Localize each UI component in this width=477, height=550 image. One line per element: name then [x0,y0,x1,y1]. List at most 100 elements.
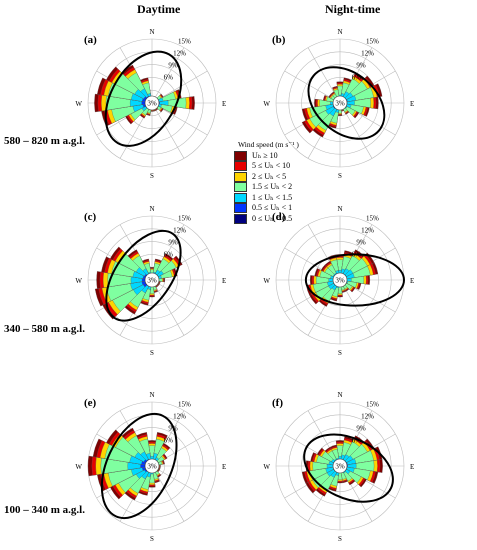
legend-label: 1.5 ≤ Uₕ < 2 [252,182,293,192]
calm-circle [332,95,348,111]
rose-sector [339,276,365,284]
legend-swatch [234,203,247,214]
column-title-daytime: Daytime [137,2,181,16]
radial-tick-label: 6% [164,436,174,444]
legend-item: 0 ≤ Uₕ < 0.5 [234,213,299,225]
direction-label: W [75,463,82,471]
legend-item: 1 ≤ Uₕ < 1.5 [234,192,299,204]
wind-rose-panel-3: 3% 6% 9% 12% 15% N E S W (d) [263,205,414,357]
legend-swatch [234,161,247,172]
radial-tick-label: 9% [356,424,366,432]
radial-tick-label: 6% [164,250,174,258]
direction-label: S [150,349,154,357]
direction-label: N [337,205,342,213]
grid-spoke [151,279,208,313]
radial-tick-label: 15% [366,401,379,409]
legend-swatch [234,150,247,161]
wind-speed-legend: Wind speed (m s⁻¹ ) Uₕ ≥ 10 5 ≤ Uₕ < 10 … [234,141,299,224]
wind-rose-panel-4: 3% 6% 9% 12% 15% N E S W (e) [75,391,226,543]
direction-label: E [222,463,226,471]
direction-label: E [222,100,226,108]
legend-label: 0 ≤ Uₕ < 0.5 [252,213,293,223]
legend-item: 2 ≤ Uₕ < 5 [234,171,299,183]
legend-label: Uₕ ≥ 10 [252,150,278,160]
radial-tick-label: 15% [178,38,191,46]
calm-circle [144,458,160,474]
calm-label: 3% [335,277,345,285]
radial-tick-label: 9% [356,61,366,69]
direction-label: N [149,28,154,36]
calm-label: 3% [335,100,345,108]
calm-circle [144,95,160,111]
direction-label: W [263,100,270,108]
radial-tick-label: 9% [168,61,178,69]
legend-swatch [234,171,247,182]
direction-label: N [337,391,342,399]
panel-label: (d) [272,211,286,223]
radial-tick-label: 12% [173,50,186,58]
direction-label: W [75,277,82,285]
radial-tick-label: 15% [366,215,379,223]
fitted-ellipse [303,433,394,503]
legend-swatch [234,213,247,224]
grid-spoke [151,279,185,336]
legend-title: Wind speed (m s⁻¹ ) [238,140,299,149]
panel-label: (f) [272,397,283,409]
direction-label: N [337,28,342,36]
calm-circle [332,458,348,474]
radial-tick-label: 6% [352,73,362,81]
legend-swatch [234,182,247,193]
calm-label: 3% [147,100,157,108]
radial-tick-label: 6% [352,436,362,444]
direction-label: S [150,535,154,543]
direction-label: S [150,172,154,180]
legend-label: 0.5 ≤ Uₕ < 1 [252,203,293,213]
radial-tick-label: 12% [361,50,374,58]
radial-tick-label: 12% [361,227,374,235]
direction-label: S [338,535,342,543]
radial-tick-label: 12% [173,413,186,421]
direction-label: E [410,463,414,471]
radial-tick-label: 6% [352,250,362,258]
fitted-ellipse [100,412,178,520]
direction-label: S [338,349,342,357]
legend-label: 2 ≤ Uₕ < 5 [252,171,287,181]
fitted-ellipse [104,50,183,147]
panel-label: (a) [84,34,97,46]
legend-swatch [234,192,247,203]
radial-tick-label: 9% [356,238,366,246]
radial-tick-label: 15% [366,38,379,46]
radial-tick-label: 6% [164,73,174,81]
fitted-ellipse [105,229,182,322]
legend-item: 5 ≤ Uₕ < 10 [234,161,299,172]
radial-tick-label: 9% [168,238,178,246]
radial-tick-label: 15% [178,401,191,409]
wind-rose-panel-2: 3% 6% 9% 12% 15% N E S W (c) [75,205,226,357]
calm-circle [332,272,348,288]
calm-label: 3% [147,277,157,285]
row-label-bottom: 100 – 340 m a.g.l. [4,504,85,516]
rose-sector [319,99,341,107]
direction-label: S [338,172,342,180]
legend-item: Uₕ ≥ 10 [234,150,299,162]
panel-label: (e) [84,397,97,409]
calm-label: 3% [335,463,345,471]
direction-label: N [149,205,154,213]
grid-spoke [151,47,185,104]
direction-label: N [149,391,154,399]
fitted-ellipse [307,66,386,140]
calm-circle [144,272,160,288]
row-label-middle: 340 – 580 m a.g.l. [4,323,85,335]
direction-label: W [75,100,82,108]
fitted-ellipse [304,253,405,307]
wind-rose-panel-1: 3% 6% 9% 12% 15% N E S W (b) [263,28,414,180]
legend-label: 1 ≤ Uₕ < 1.5 [252,192,293,202]
legend-item: 0.5 ≤ Uₕ < 1 [234,203,299,214]
wind-rose-panel-0: 3% 6% 9% 12% 15% N E S W (a) [75,28,226,180]
legend-item: 1.5 ≤ Uₕ < 2 [234,182,299,193]
panel-label: (c) [84,211,97,223]
radial-tick-label: 9% [168,424,178,432]
calm-label: 3% [147,463,157,471]
direction-label: W [263,277,270,285]
